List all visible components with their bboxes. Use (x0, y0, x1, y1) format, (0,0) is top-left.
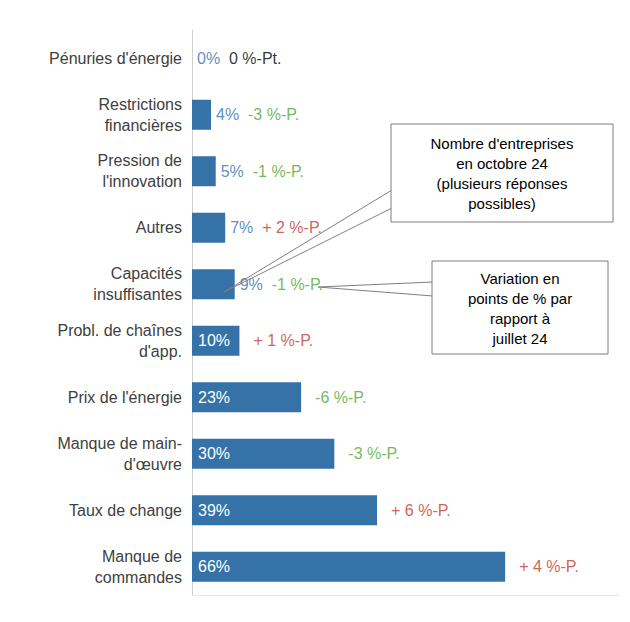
svg-text:d'app.: d'app. (139, 343, 182, 360)
svg-text:Capacités: Capacités (111, 265, 182, 282)
svg-text:-3 %-P.: -3 %-P. (348, 445, 399, 462)
svg-text:39%: 39% (198, 502, 230, 519)
svg-text:0%: 0% (197, 50, 220, 67)
svg-text:+ 4 %-P.: + 4 %-P. (519, 558, 579, 575)
svg-text:Autres: Autres (136, 219, 182, 236)
svg-text:Taux de change: Taux de change (69, 502, 182, 519)
svg-text:7%: 7% (230, 219, 253, 236)
svg-text:+ 2 %-P.: + 2 %-P. (262, 219, 322, 236)
svg-text:-1 %-P.: -1 %-P. (272, 276, 323, 293)
svg-text:Variation en: Variation en (481, 270, 560, 287)
svg-text:10%: 10% (198, 332, 230, 349)
svg-text:Prix de l'énergie: Prix de l'énergie (68, 389, 182, 406)
svg-text:(plusieurs réponses: (plusieurs réponses (437, 175, 568, 192)
svg-text:-1 %-P.: -1 %-P. (253, 163, 304, 180)
svg-text:30%: 30% (198, 445, 230, 462)
svg-text:Probl. de chaînes: Probl. de chaînes (57, 322, 182, 339)
svg-text:Pression de: Pression de (98, 152, 183, 169)
svg-text:-3 %-P.: -3 %-P. (248, 106, 299, 123)
svg-text:financières: financières (105, 117, 182, 134)
svg-text:possibles): possibles) (468, 195, 536, 212)
svg-text:+ 1 %-P.: + 1 %-P. (253, 332, 313, 349)
svg-text:en octobre 24: en octobre 24 (456, 155, 548, 172)
svg-text:-6 %-P.: -6 %-P. (315, 389, 366, 406)
svg-text:points de % par: points de % par (468, 290, 572, 307)
svg-text:rapport à: rapport à (490, 310, 551, 327)
svg-text:Nombre d'entreprises: Nombre d'entreprises (431, 135, 574, 152)
svg-text:juillet 24: juillet 24 (491, 330, 547, 347)
svg-text:Manque de: Manque de (102, 548, 182, 565)
svg-text:insuffisantes: insuffisantes (93, 286, 182, 303)
svg-text:9%: 9% (239, 275, 263, 293)
svg-text:4%: 4% (216, 106, 239, 123)
svg-text:Manque de main-: Manque de main- (57, 435, 182, 452)
svg-text:Pénuries d'énergie: Pénuries d'énergie (49, 50, 182, 67)
svg-text:66%: 66% (198, 558, 230, 575)
svg-text:23%: 23% (198, 389, 230, 406)
svg-text:+ 6 %-P.: + 6 %-P. (391, 502, 451, 519)
svg-text:commandes: commandes (95, 569, 182, 586)
svg-text:l'innovation: l'innovation (102, 173, 182, 190)
svg-text:d'œuvre: d'œuvre (124, 456, 182, 473)
svg-text:5%: 5% (221, 163, 244, 180)
svg-text:Restrictions: Restrictions (98, 96, 182, 113)
svg-text:0 %-Pt.: 0 %-Pt. (229, 50, 281, 67)
